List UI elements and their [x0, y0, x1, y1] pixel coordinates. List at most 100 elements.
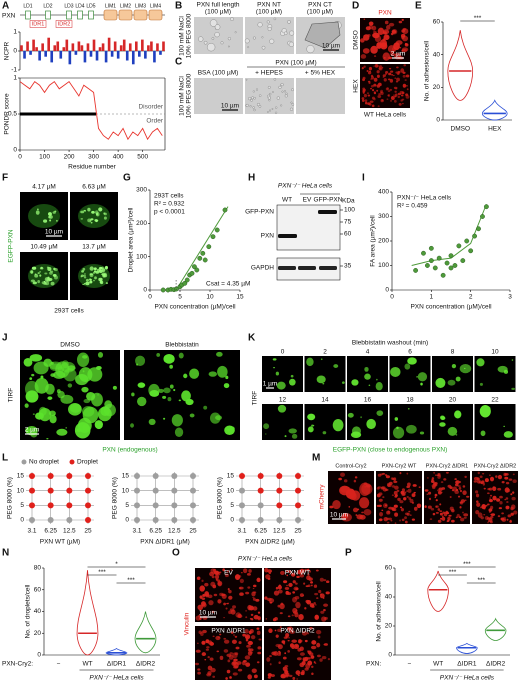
signal	[305, 585, 309, 588]
ncpr-bar	[26, 41, 29, 51]
signal	[508, 478, 513, 481]
signal	[256, 577, 261, 583]
signal	[37, 208, 39, 211]
state-dot	[190, 487, 196, 494]
signal	[200, 601, 206, 607]
y-tick-label: 5	[230, 502, 234, 509]
point	[206, 244, 212, 250]
signal	[197, 604, 204, 611]
fit-curve	[175, 206, 229, 291]
row-label: PXN-Cry2:	[2, 661, 33, 668]
signal	[408, 497, 412, 500]
state-dot	[276, 517, 283, 523]
signal	[178, 352, 184, 359]
x-axis-label: PXN ΔIDR1 (µM)	[140, 539, 190, 546]
signal	[413, 491, 416, 494]
ncpr-bar	[77, 41, 81, 51]
x-tick-label: 200	[64, 154, 75, 161]
signal	[280, 602, 284, 606]
signal	[509, 520, 512, 523]
y-tick-label: 1	[13, 75, 17, 82]
y-axis-label: No. of droplets/cell	[25, 584, 32, 638]
violin	[447, 30, 474, 101]
speckle	[285, 92, 288, 95]
droplet	[289, 30, 295, 36]
y-tick-label: 10	[227, 487, 235, 494]
signal	[411, 501, 415, 504]
signal	[368, 66, 373, 71]
signal	[319, 577, 324, 582]
signal	[432, 485, 436, 490]
signal	[202, 629, 207, 634]
x-tick-label: ΔIDR1	[457, 661, 477, 668]
signal	[394, 417, 399, 421]
signal	[437, 508, 440, 511]
signal	[288, 582, 293, 588]
signal	[377, 473, 382, 477]
signal	[87, 218, 92, 223]
signal	[406, 472, 409, 475]
signal	[370, 87, 372, 90]
signal	[247, 586, 251, 589]
ncpr-bar	[122, 39, 126, 51]
significance: ***	[449, 569, 457, 576]
signal	[407, 408, 410, 410]
signal	[401, 488, 406, 492]
x-tick-label: 12.5	[273, 528, 286, 535]
y-tick-label: 60	[385, 565, 393, 572]
signal	[225, 677, 228, 680]
signal	[75, 374, 89, 386]
signal	[326, 580, 330, 584]
droplet	[267, 27, 272, 31]
signal	[353, 479, 357, 483]
y-tick-label: 60	[34, 586, 42, 593]
signal	[98, 427, 101, 429]
signal	[499, 495, 503, 499]
signal	[230, 631, 234, 634]
signal	[44, 277, 49, 282]
x-tick-label: 12.5	[168, 528, 181, 535]
signal	[243, 568, 248, 574]
band-label: PXN	[261, 233, 275, 240]
state-dot	[152, 487, 159, 494]
signal	[390, 100, 393, 102]
signal	[503, 516, 506, 520]
signal	[306, 632, 310, 635]
droplet	[257, 22, 263, 28]
signal	[249, 617, 252, 620]
signal	[308, 626, 313, 630]
signal	[223, 639, 230, 644]
violin	[481, 99, 508, 121]
signal	[223, 637, 227, 640]
signal	[385, 25, 391, 30]
state-dot	[134, 502, 140, 509]
signal	[391, 96, 395, 100]
signal	[211, 575, 215, 579]
signal	[295, 609, 298, 612]
signal	[209, 641, 215, 646]
x-tick-label: 300	[88, 154, 99, 161]
signal	[361, 66, 364, 70]
signal	[314, 592, 319, 596]
signal	[510, 493, 513, 496]
speckle	[268, 92, 272, 96]
column-label: PXN CT	[308, 2, 332, 9]
time-label: 20	[449, 397, 457, 404]
row-label: DMSO	[353, 30, 360, 50]
signal	[483, 514, 486, 516]
marker-label: 75	[344, 219, 352, 226]
point	[202, 257, 208, 263]
ncpr-bar	[20, 45, 23, 51]
signal	[384, 474, 388, 476]
signal	[136, 396, 147, 407]
signal	[93, 271, 95, 274]
signal	[307, 573, 310, 576]
signal	[75, 430, 78, 433]
droplet	[252, 36, 256, 40]
cell	[28, 204, 60, 228]
signal	[484, 515, 489, 521]
signal	[459, 501, 464, 505]
signal	[451, 519, 455, 523]
signal	[286, 592, 292, 595]
signal	[394, 485, 399, 490]
